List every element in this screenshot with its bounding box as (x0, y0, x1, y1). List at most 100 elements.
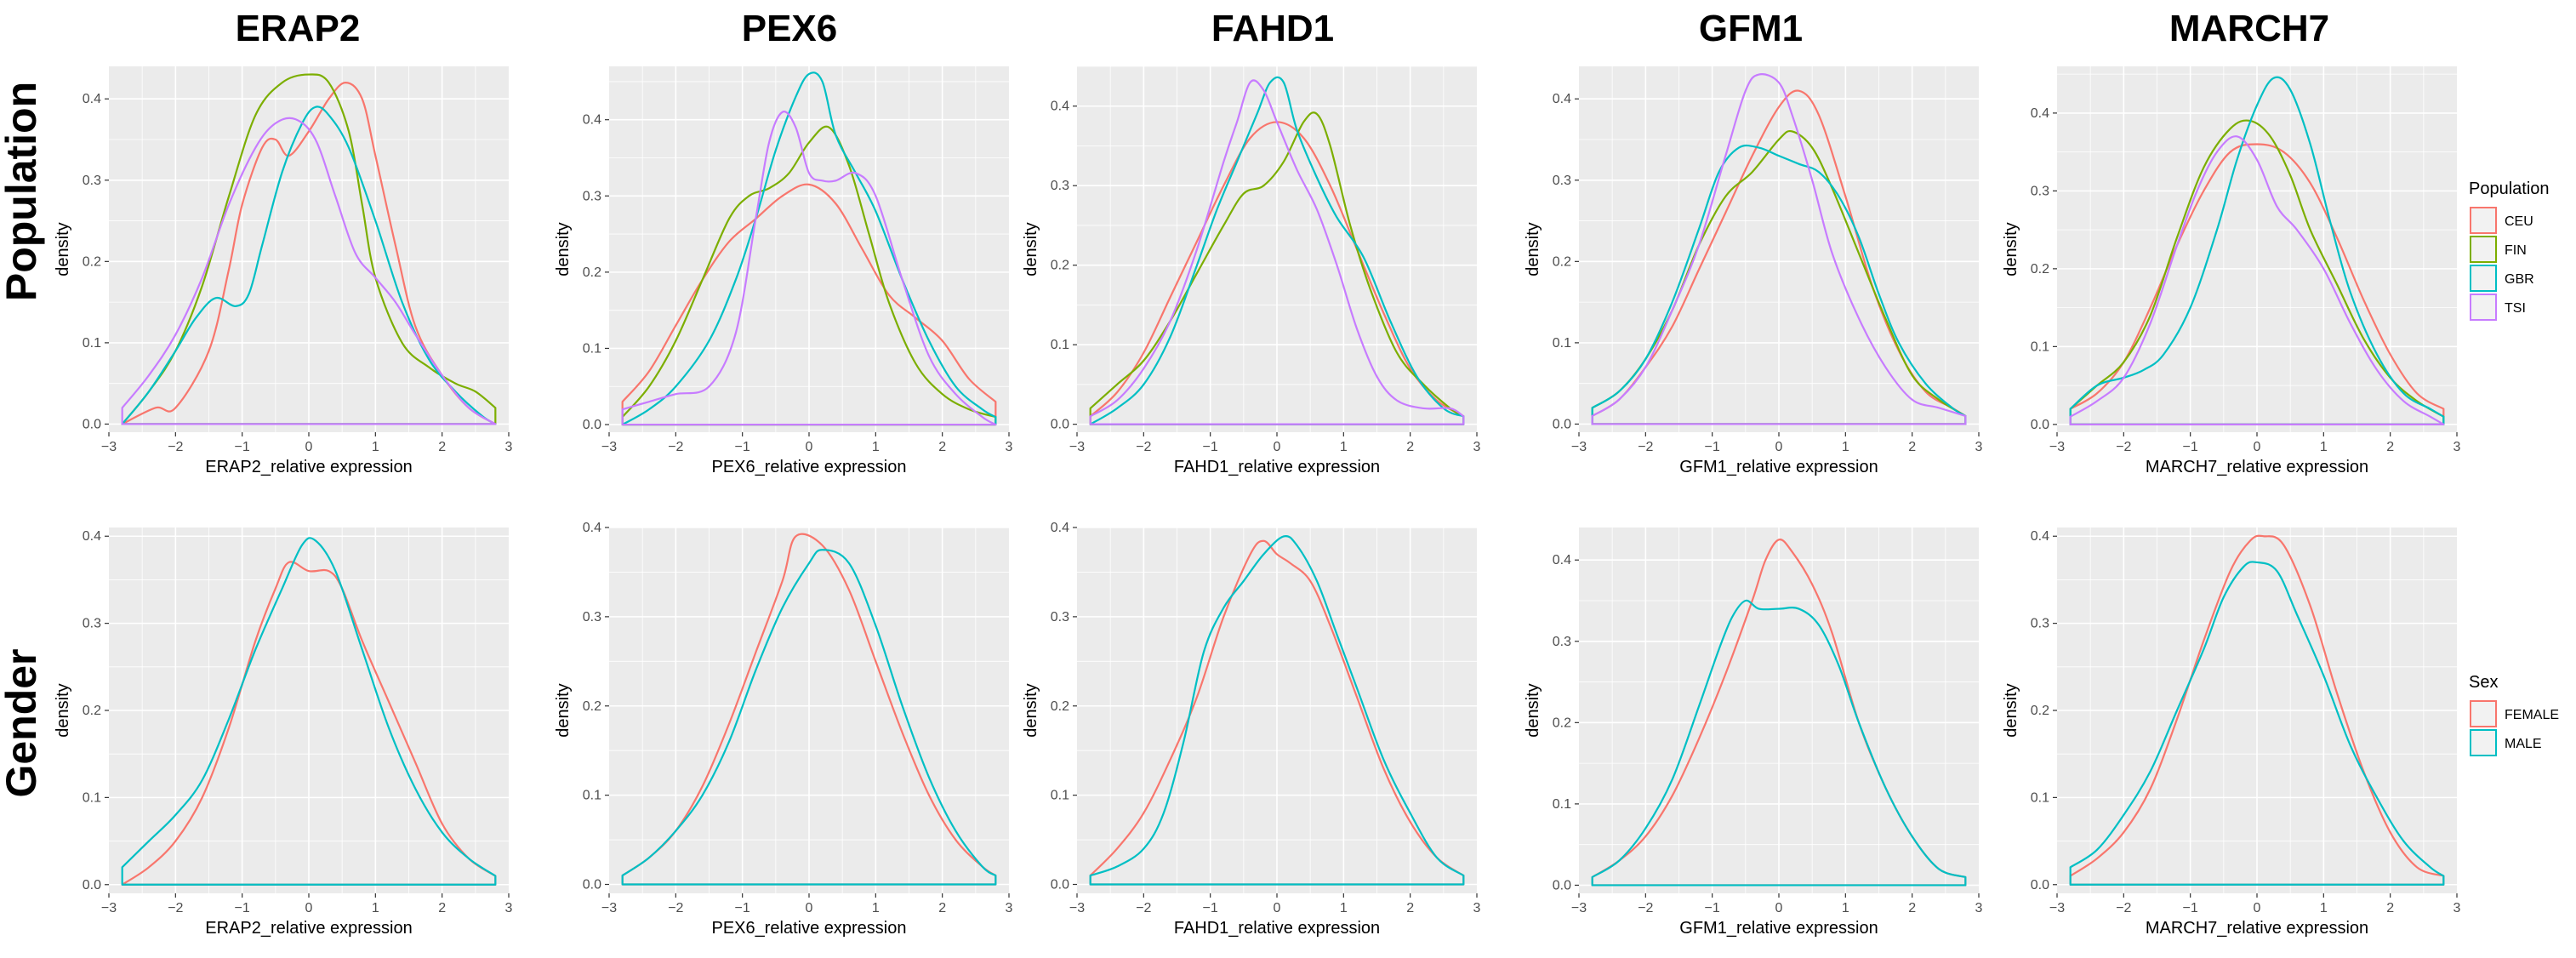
x-tick-label: −1 (1705, 440, 1720, 454)
y-tick-label: 0.3 (2031, 617, 2049, 631)
x-tick-label: 0 (305, 901, 313, 915)
y-axis-title: density (1524, 222, 1542, 276)
y-axis-title: density (554, 222, 573, 276)
x-tick-label: 2 (438, 901, 446, 915)
x-tick-label: 3 (505, 440, 513, 454)
x-tick-label: 2 (1406, 901, 1414, 915)
gene-title-erap2: ERAP2 (236, 8, 361, 49)
x-tick-label: 2 (438, 440, 446, 454)
x-tick-label: 1 (872, 440, 880, 454)
y-tick-label: 0.4 (583, 521, 601, 535)
density-line-fin (621, 125, 997, 426)
legends: Population CEU FIN GBR TSI Sex FEMALE MALE (2469, 180, 2559, 756)
legend-population: Population CEU FIN GBR TSI (2469, 180, 2550, 321)
x-tick-label: 0 (1775, 440, 1783, 454)
panel-population-march7: 0.0 0.1 0.2 0.3 0.4 −3 −2 −1 0 1 2 3 MARCH7_relative… (2002, 66, 2461, 476)
legend-key-male (2470, 729, 2497, 756)
y-tick-label: 0.1 (583, 341, 601, 356)
x-tick-label: −3 (2049, 901, 2065, 915)
x-tick-label: 3 (1975, 901, 1983, 915)
y-tick-label: 0.2 (83, 254, 101, 269)
density-line-gbr (1089, 76, 1465, 425)
x-tick-label: −3 (1571, 440, 1587, 454)
x-tick-label: −2 (2116, 440, 2131, 454)
x-tick-label: 2 (1406, 440, 1414, 454)
x-tick-label: 1 (2320, 440, 2328, 454)
y-tick-label: 0.2 (583, 265, 601, 280)
panel-gender-fahd1: 0.0 0.1 0.2 0.3 0.4 −3 −2 −1 0 1 2 3 FAHD1_relative … (1022, 521, 1481, 938)
x-axis-title: GFM1_relative expression (1679, 458, 1878, 476)
y-tick-label: 0.2 (83, 704, 101, 718)
y-tick-label: 0.1 (1553, 336, 1571, 351)
density-series-group (1089, 76, 1465, 425)
density-line-female (621, 533, 997, 886)
gene-title-march7: MARCH7 (2169, 8, 2329, 49)
density-line-ceu (621, 183, 997, 426)
x-tick-label: 1 (872, 901, 880, 915)
x-tick-label: −1 (2183, 901, 2198, 915)
x-tick-label: 3 (1975, 440, 1983, 454)
x-tick-label: 3 (1473, 440, 1481, 454)
row-label-gender: Gender (0, 648, 45, 797)
density-line-fin (1591, 129, 1967, 425)
density-series-group (621, 533, 997, 886)
panel-population-fahd1: 0.0 0.1 0.2 0.3 0.4 −3 −2 −1 0 1 2 3 FAHD1_relative … (1022, 66, 1481, 476)
x-tick-label: −3 (601, 440, 617, 454)
density-line-tsi (1089, 79, 1465, 425)
x-tick-label: 1 (1842, 440, 1849, 454)
density-line-tsi (121, 117, 497, 425)
density-series-group (621, 71, 997, 426)
y-tick-label: 0.4 (83, 92, 101, 106)
y-axis-title: density (1022, 222, 1040, 276)
y-tick-label: 0.3 (2031, 184, 2049, 198)
density-series-group (121, 73, 497, 425)
x-tick-label: −1 (735, 901, 750, 915)
x-axis-title: PEX6_relative expression (711, 458, 906, 476)
legend-key-gbr (2470, 265, 2497, 292)
y-tick-label: 0.0 (83, 878, 101, 892)
y-tick-label: 0.1 (1051, 789, 1069, 803)
density-series-group (1591, 73, 1967, 425)
x-tick-label: 1 (1340, 440, 1348, 454)
x-tick-label: −3 (101, 440, 117, 454)
grid-lines (2057, 66, 2457, 432)
y-tick-label: 0.0 (83, 417, 101, 431)
y-tick-label: 0.0 (1553, 878, 1571, 892)
x-tick-label: −2 (1136, 901, 1151, 915)
y-tick-label: 0.4 (1553, 92, 1571, 106)
x-tick-label: 0 (2254, 901, 2261, 915)
y-tick-label: 0.3 (1553, 635, 1571, 649)
legend-title: Population (2469, 180, 2550, 198)
x-axis-title: MARCH7_relative expression (2146, 458, 2368, 476)
x-tick-label: −1 (735, 440, 750, 454)
density-line-fin (121, 73, 497, 425)
x-tick-label: 1 (372, 901, 379, 915)
x-tick-label: −2 (668, 440, 683, 454)
x-tick-label: −3 (601, 901, 617, 915)
panel-gender-pex6: 0.0 0.1 0.2 0.3 0.4 −3 −2 −1 0 1 2 3 PEX6_relative e… (554, 521, 1013, 938)
x-tick-label: −2 (168, 440, 183, 454)
y-axis-title: density (2002, 222, 2020, 276)
x-tick-label: −1 (1203, 901, 1218, 915)
x-axis-title: FAHD1_relative expression (1174, 458, 1380, 476)
x-tick-label: −1 (2183, 440, 2198, 454)
legend-label-male: MALE (2505, 737, 2542, 751)
row-label-population: Population (0, 82, 45, 301)
y-tick-label: 0.2 (2031, 262, 2049, 277)
x-tick-label: 1 (1842, 901, 1849, 915)
x-tick-label: 3 (2453, 901, 2461, 915)
x-tick-label: 3 (1006, 440, 1013, 454)
gene-title-gfm1: GFM1 (1699, 8, 1803, 49)
x-tick-label: 0 (305, 440, 313, 454)
y-tick-label: 0.0 (2031, 878, 2049, 892)
density-line-male (121, 537, 497, 886)
legend-key-tsi (2470, 294, 2497, 321)
x-tick-label: 0 (2254, 440, 2261, 454)
y-tick-label: 0.1 (1051, 338, 1069, 352)
x-tick-label: −2 (168, 901, 183, 915)
x-tick-label: −2 (1638, 901, 1653, 915)
x-tick-label: −1 (1705, 901, 1720, 915)
y-axis-title: density (54, 683, 72, 737)
x-tick-label: 0 (1274, 440, 1281, 454)
y-tick-label: 0.2 (1553, 254, 1571, 269)
